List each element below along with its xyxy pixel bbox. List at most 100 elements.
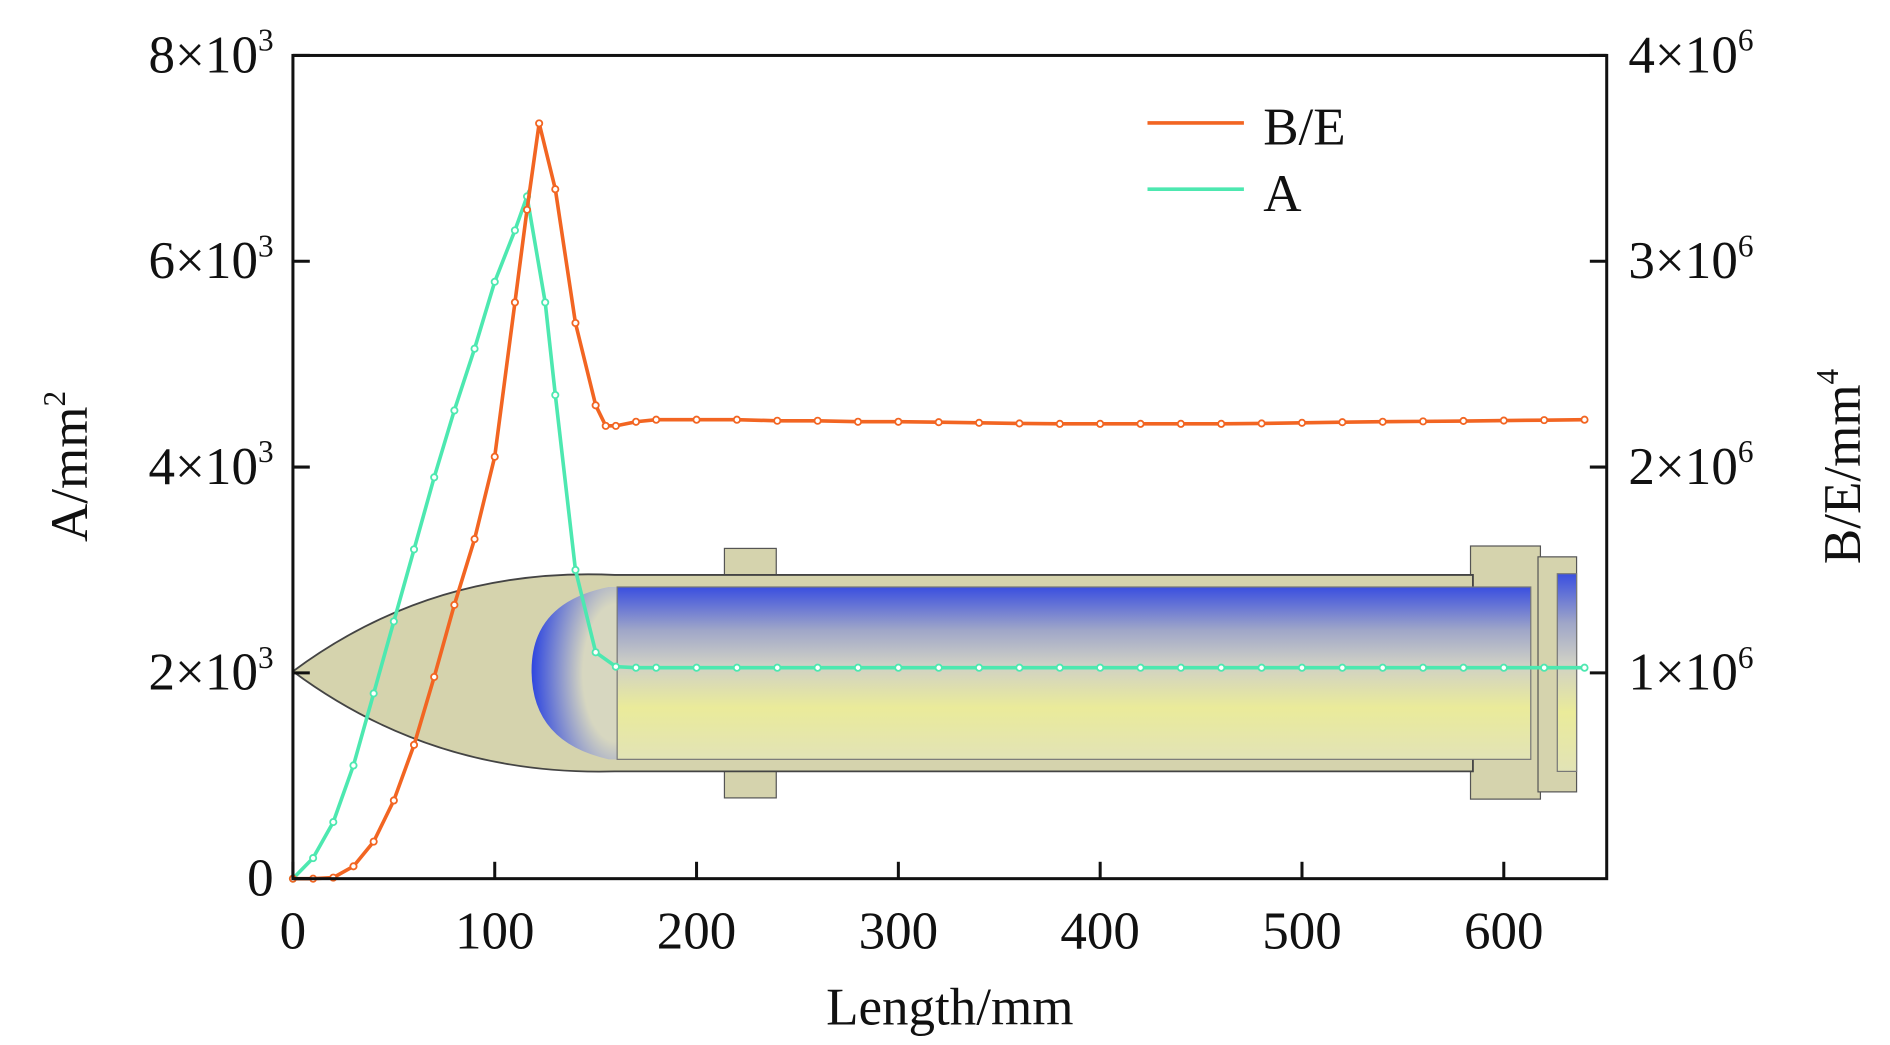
data-point	[631, 663, 641, 672]
tail-cavity	[1556, 573, 1578, 772]
data-point	[652, 663, 661, 672]
data-point	[591, 401, 600, 410]
y-left-tick-label: 8×103	[149, 23, 274, 85]
data-point	[522, 205, 532, 214]
data-point	[975, 663, 984, 672]
cavity-nose	[531, 586, 618, 760]
data-point	[1540, 416, 1549, 425]
data-point	[773, 663, 782, 672]
x-tick-label: 400	[1060, 903, 1140, 961]
data-point	[692, 415, 701, 424]
y-right-tick-label: 4×106	[1628, 23, 1753, 85]
data-point	[975, 418, 984, 427]
x-tick-label: 0	[280, 903, 307, 961]
data-point	[1257, 663, 1266, 672]
data-point	[1499, 416, 1508, 425]
data-point	[309, 854, 318, 863]
data-point	[1136, 419, 1145, 428]
data-point	[349, 761, 358, 770]
y-right-tick-label: 2×106	[1628, 434, 1753, 496]
data-point	[1176, 419, 1185, 428]
data-point	[1297, 418, 1307, 427]
x-axis-title: Length/mm	[826, 979, 1073, 1037]
legend-label-a: A	[1263, 165, 1301, 223]
data-point	[490, 277, 499, 286]
data-point	[541, 298, 550, 307]
data-point	[652, 415, 661, 424]
projectile-illustration	[291, 545, 1578, 800]
data-point	[329, 818, 338, 827]
data-point	[813, 663, 822, 672]
data-point	[773, 416, 782, 425]
legend: B/E A	[1147, 99, 1346, 223]
data-point	[389, 796, 398, 805]
data-point	[510, 298, 519, 307]
data-point	[470, 535, 479, 544]
data-point	[1540, 663, 1549, 672]
data-point	[450, 600, 459, 609]
data-point	[450, 406, 459, 415]
data-point	[1176, 663, 1185, 672]
data-point	[1378, 663, 1387, 672]
y-left-tick-label: 2×103	[149, 640, 274, 702]
data-point	[349, 862, 358, 871]
data-point	[369, 837, 378, 846]
data-point	[1338, 418, 1347, 427]
data-point	[1459, 416, 1468, 425]
data-point	[571, 565, 580, 574]
data-point	[611, 662, 620, 671]
data-point	[1055, 419, 1064, 428]
data-point	[470, 344, 479, 353]
data-point	[1419, 417, 1428, 426]
y-left-axis-title: A/mm2	[37, 391, 99, 542]
data-point	[430, 672, 439, 682]
data-point	[409, 740, 419, 749]
data-point	[1419, 663, 1428, 672]
data-point	[409, 545, 419, 554]
data-point	[732, 415, 741, 424]
ticks-layer: 0 100 200 300 400 500 600 0 2×103 4×103 6×103 8×103…	[149, 23, 1754, 961]
data-point	[601, 421, 610, 430]
data-point	[631, 417, 641, 426]
data-point	[853, 663, 863, 672]
data-point	[430, 473, 439, 482]
series-line-be	[292, 122, 1585, 881]
series-a	[288, 189, 1589, 883]
data-point	[934, 663, 943, 672]
data-point	[1096, 419, 1105, 428]
x-tick-label: 200	[657, 903, 737, 961]
data-point	[1136, 663, 1145, 672]
y-left-tick-label: 0	[247, 850, 274, 908]
data-point	[1096, 663, 1105, 672]
x-tick-label: 600	[1464, 903, 1544, 961]
data-point	[1015, 663, 1024, 672]
data-point	[1338, 663, 1347, 672]
series-layer	[288, 119, 1589, 883]
data-point	[1297, 663, 1307, 672]
data-point	[732, 663, 741, 672]
legend-label-be: B/E	[1263, 99, 1345, 157]
y-left-tick-label: 4×103	[149, 434, 274, 496]
data-point	[1378, 417, 1387, 426]
data-point	[692, 663, 701, 672]
data-point	[1055, 663, 1064, 672]
data-point	[1217, 663, 1226, 672]
y-right-axis-title: B/E/mm4	[1810, 368, 1872, 564]
data-point	[571, 318, 580, 328]
data-point	[611, 421, 620, 430]
x-tick-label: 500	[1262, 903, 1342, 961]
data-point	[369, 689, 378, 698]
series-line-a	[291, 189, 1585, 880]
data-point	[894, 663, 903, 672]
data-point	[551, 390, 560, 400]
cavity	[616, 586, 1532, 760]
data-point	[894, 417, 903, 426]
data-point	[1257, 419, 1266, 428]
x-tick-label: 300	[859, 903, 939, 961]
data-point	[1217, 419, 1226, 428]
data-point	[490, 452, 499, 461]
data-point	[551, 185, 560, 194]
data-point	[1499, 663, 1508, 672]
